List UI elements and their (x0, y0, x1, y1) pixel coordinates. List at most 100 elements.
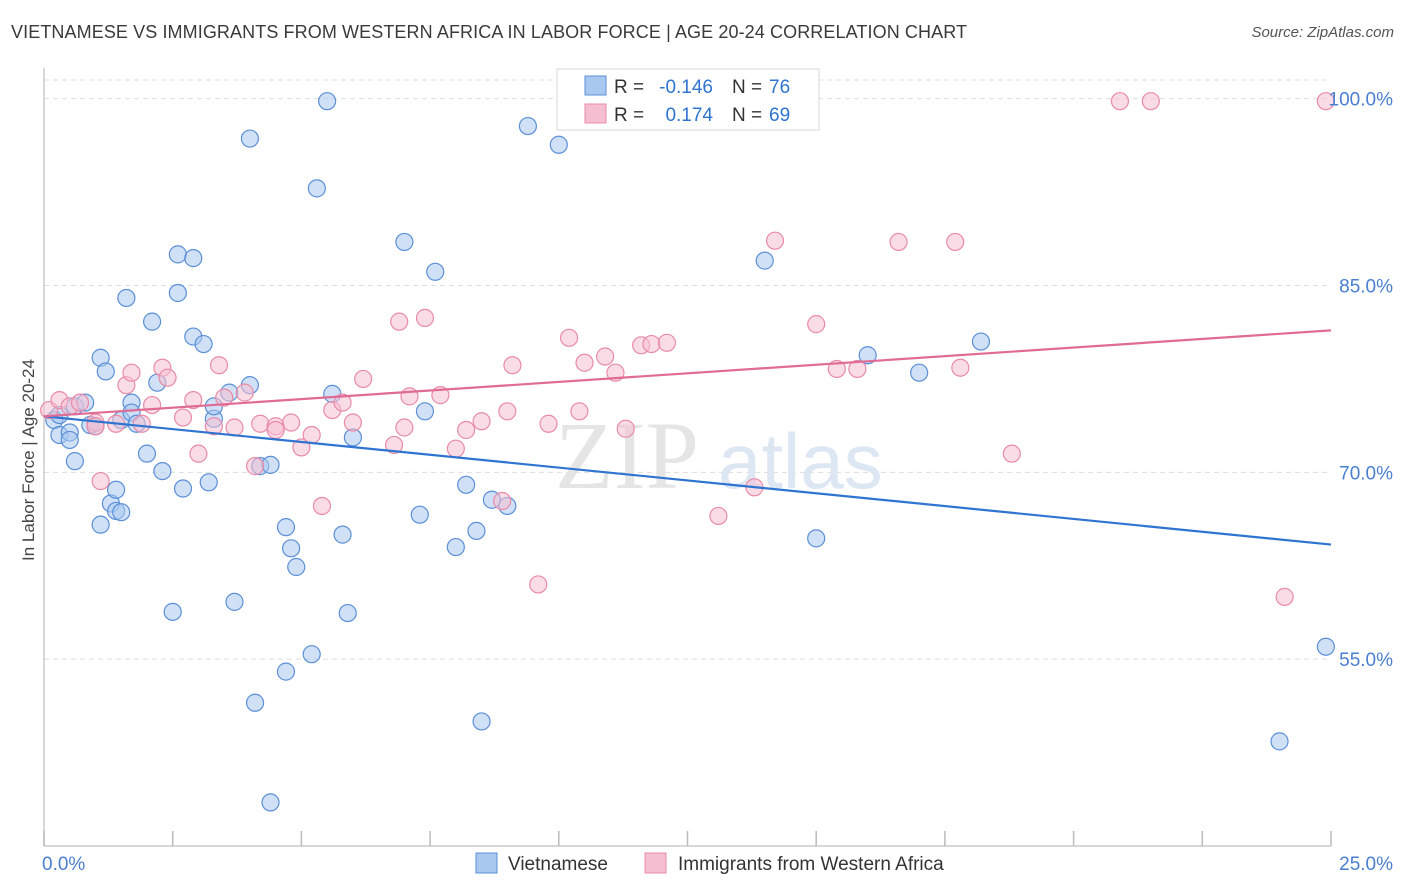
x-tick-label: 25.0% (1339, 854, 1393, 875)
trend-line-vietnamese (43, 415, 1332, 546)
point-western-africa (1002, 444, 1021, 463)
x-tick-label: 0.0% (42, 854, 85, 875)
point-vietnamese (395, 232, 414, 252)
point-vietnamese (415, 402, 435, 421)
point-western-africa (251, 414, 270, 433)
point-western-africa (616, 419, 635, 438)
watermark-atlas: atlas (718, 417, 883, 505)
y-tick-label: 100.0% (1329, 90, 1394, 111)
point-western-africa (184, 391, 203, 410)
series-legend-label-vietnamese: Vietnamese (508, 854, 608, 875)
watermark: ZIP atlas (555, 402, 883, 509)
point-vietnamese (261, 455, 280, 474)
legend-swatch-pink (584, 103, 607, 124)
y-tick-label: 55.0% (1339, 650, 1393, 671)
point-vietnamese (96, 362, 115, 381)
point-western-africa (395, 418, 414, 437)
point-western-africa (1275, 587, 1294, 606)
source-credit: Source: ZipAtlas.com (1251, 24, 1394, 41)
point-vietnamese (184, 249, 203, 268)
point-western-africa (333, 393, 352, 412)
point-vietnamese (549, 135, 568, 154)
gridlines (44, 79, 1331, 660)
point-western-africa (70, 393, 90, 412)
legend-n-label-2: N = (732, 105, 762, 126)
point-western-africa (446, 439, 465, 458)
point-western-africa (493, 491, 512, 511)
point-western-africa (946, 232, 965, 252)
point-western-africa (1316, 92, 1335, 111)
point-vietnamese (287, 557, 306, 577)
legend-n-value-1: 76 (769, 77, 790, 98)
point-vietnamese (261, 793, 280, 812)
point-vietnamese (245, 693, 265, 712)
point-western-africa (472, 412, 491, 431)
point-vietnamese (446, 537, 465, 557)
point-vietnamese (199, 473, 218, 492)
trend-line-western-africa (43, 329, 1332, 418)
point-western-africa (189, 444, 208, 463)
point-vietnamese (194, 334, 213, 354)
point-vietnamese (173, 479, 193, 498)
point-western-africa (91, 471, 110, 491)
point-western-africa (282, 413, 301, 432)
y-axis-label: In Labor Force | Age 20-24 (19, 359, 38, 561)
point-western-africa (657, 333, 677, 352)
legend-n-label-1: N = (732, 77, 762, 98)
point-western-africa (559, 328, 579, 347)
point-vietnamese (858, 346, 877, 365)
point-vietnamese (807, 529, 826, 548)
y-tick-labels: 55.0% 70.0% 85.0% 100.0% (1329, 90, 1394, 671)
point-vietnamese (168, 283, 187, 303)
point-western-africa (498, 402, 517, 421)
legend-r-value-2: 0.174 (665, 105, 713, 126)
point-western-africa (765, 231, 785, 250)
point-western-africa (245, 457, 265, 476)
point-vietnamese (472, 712, 491, 731)
legend-r-label-1: R = (614, 77, 644, 98)
point-vietnamese (276, 518, 296, 537)
point-western-africa (539, 414, 558, 433)
point-western-africa (575, 353, 594, 372)
point-vietnamese (240, 129, 260, 148)
point-western-africa (173, 408, 193, 427)
point-vietnamese (307, 179, 326, 198)
point-vietnamese (163, 602, 182, 621)
point-vietnamese (467, 521, 486, 540)
point-vietnamese (60, 430, 79, 450)
point-vietnamese (117, 288, 136, 308)
chart-title: VIETNAMESE VS IMMIGRANTS FROM WESTERN AF… (11, 22, 968, 42)
axes (43, 68, 1332, 847)
point-western-africa (343, 413, 362, 432)
legend-r-value-1: -0.146 (659, 77, 713, 98)
point-vietnamese (112, 503, 131, 522)
point-vietnamese (302, 645, 321, 664)
point-vietnamese (143, 312, 162, 331)
point-vietnamese (318, 92, 337, 111)
point-western-africa (529, 575, 548, 594)
point-western-africa (312, 496, 332, 516)
point-vietnamese (65, 452, 84, 471)
point-vietnamese (338, 603, 357, 623)
legend-swatch-blue (584, 75, 607, 96)
point-vietnamese (282, 539, 301, 558)
point-western-africa (235, 383, 254, 402)
point-western-africa (570, 402, 589, 421)
point-western-africa (889, 232, 908, 252)
point-western-africa (951, 358, 970, 377)
point-western-africa (204, 417, 223, 436)
point-western-africa (209, 356, 229, 375)
point-vietnamese (457, 475, 476, 494)
series-legend: Vietnamese Immigrants from Western Afric… (475, 852, 944, 875)
stats-legend: R = -0.146 N = 76 R = 0.174 N = 69 (556, 68, 820, 131)
point-western-africa (457, 420, 476, 440)
point-vietnamese (755, 251, 774, 270)
point-western-africa (384, 435, 404, 455)
point-vietnamese (971, 332, 991, 351)
point-vietnamese (1316, 637, 1335, 656)
data-points (40, 92, 1335, 812)
point-western-africa (807, 315, 826, 334)
point-western-africa (596, 347, 615, 366)
point-western-africa (132, 414, 151, 433)
